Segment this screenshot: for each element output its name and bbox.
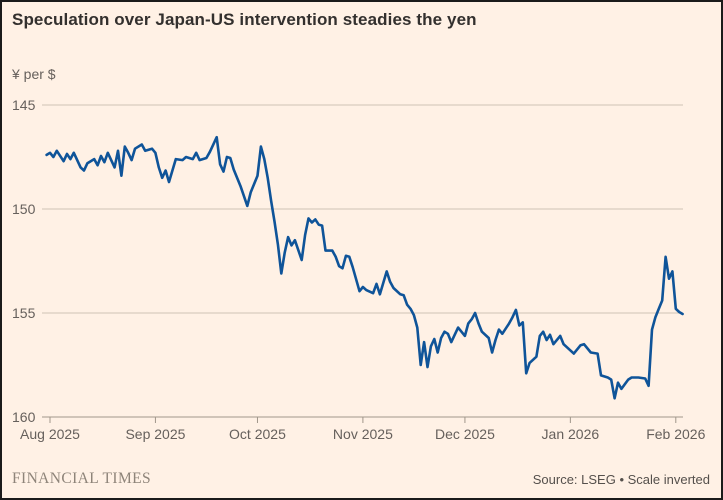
chart-title: Speculation over Japan-US intervention s… — [12, 10, 477, 29]
yen-series-line — [45, 135, 684, 400]
y-axis-tick-label: 160 — [12, 409, 36, 425]
source-note: Source: LSEG • Scale inverted — [532, 471, 710, 487]
x-axis-tick-label: Oct 2025 — [229, 426, 286, 442]
x-axis-tick-label: Dec 2025 — [435, 426, 495, 442]
y-axis-unit-label: ¥ per $ — [12, 66, 56, 82]
ft-brand-wordmark: FINANCIAL TIMES — [12, 470, 152, 487]
x-axis-tick-label: Jan 2026 — [542, 426, 600, 442]
x-axis-tick-label: Aug 2025 — [20, 426, 80, 442]
chart-footer: FINANCIAL TIMES Source: LSEG • Scale inv… — [12, 466, 710, 492]
x-axis-tick-label: Sep 2025 — [125, 426, 185, 442]
x-axis-tick-label: Feb 2026 — [646, 426, 705, 442]
y-axis-tick-label: 145 — [12, 97, 36, 113]
x-axis-tick-label: Nov 2025 — [333, 426, 393, 442]
y-axis-tick-label: 155 — [12, 305, 36, 321]
y-axis-tick-label: 150 — [12, 201, 36, 217]
